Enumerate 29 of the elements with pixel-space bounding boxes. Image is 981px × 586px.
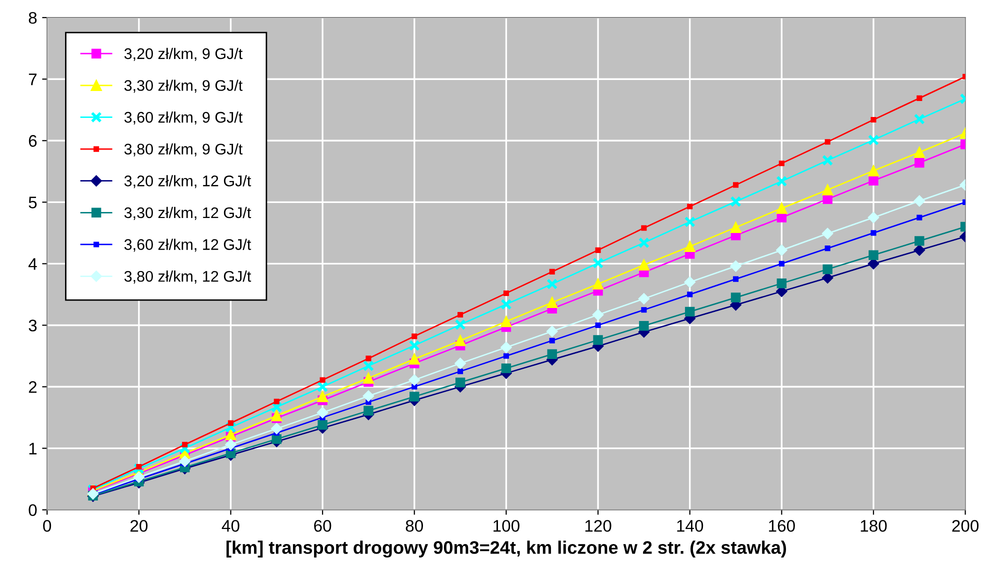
x-tick-label: 100	[494, 520, 520, 532]
legend-label: 3,30 zł/km, 9 GJ/t	[124, 80, 243, 93]
x-tick-label: 140	[677, 520, 704, 532]
legend-label: 3,60 zł/km, 9 GJ/t	[124, 112, 243, 125]
legend-label: 3,80 zł/km, 9 GJ/t	[124, 143, 243, 156]
x-tick-label: 20	[130, 520, 148, 532]
x-tick-label: 120	[585, 520, 612, 532]
x-tick-label: 40	[222, 520, 240, 532]
x-tick-label: 200	[952, 520, 979, 532]
x-tick-label: 80	[406, 520, 423, 532]
legend-label: 3,80 zł/km, 12 GJ/t	[124, 270, 252, 284]
y-tick-label: 4	[28, 258, 37, 270]
legend-label: 3,20 zł/km, 9 GJ/t	[124, 48, 243, 61]
y-tick-label: 2	[28, 381, 37, 393]
x-tick-label: 0	[43, 520, 52, 532]
y-tick-label: 1	[29, 442, 37, 454]
x-axis-title: [km] transport drogowy 90m3=24t, km liczone w 2 str. (2x stawka)	[226, 540, 786, 558]
y-tick-label: 5	[28, 196, 37, 208]
y-tick-label: 8	[28, 12, 37, 24]
y-tick-label: 0	[28, 504, 37, 516]
y-tick-label: 6	[28, 135, 37, 147]
x-tick-label: 60	[314, 520, 332, 532]
legend-label: 3,20 zł/km, 12 GJ/t	[124, 175, 252, 188]
y-tick-label: 3	[28, 320, 37, 332]
x-tick-label: 180	[860, 520, 887, 532]
legend-label: 3,30 zł/km, 12 GJ/t	[124, 206, 252, 220]
y-tick-label: 7	[28, 74, 37, 86]
legend-label: 3,60 zł/km, 12 GJ/t	[124, 238, 252, 252]
x-tick-label: 160	[769, 520, 795, 532]
